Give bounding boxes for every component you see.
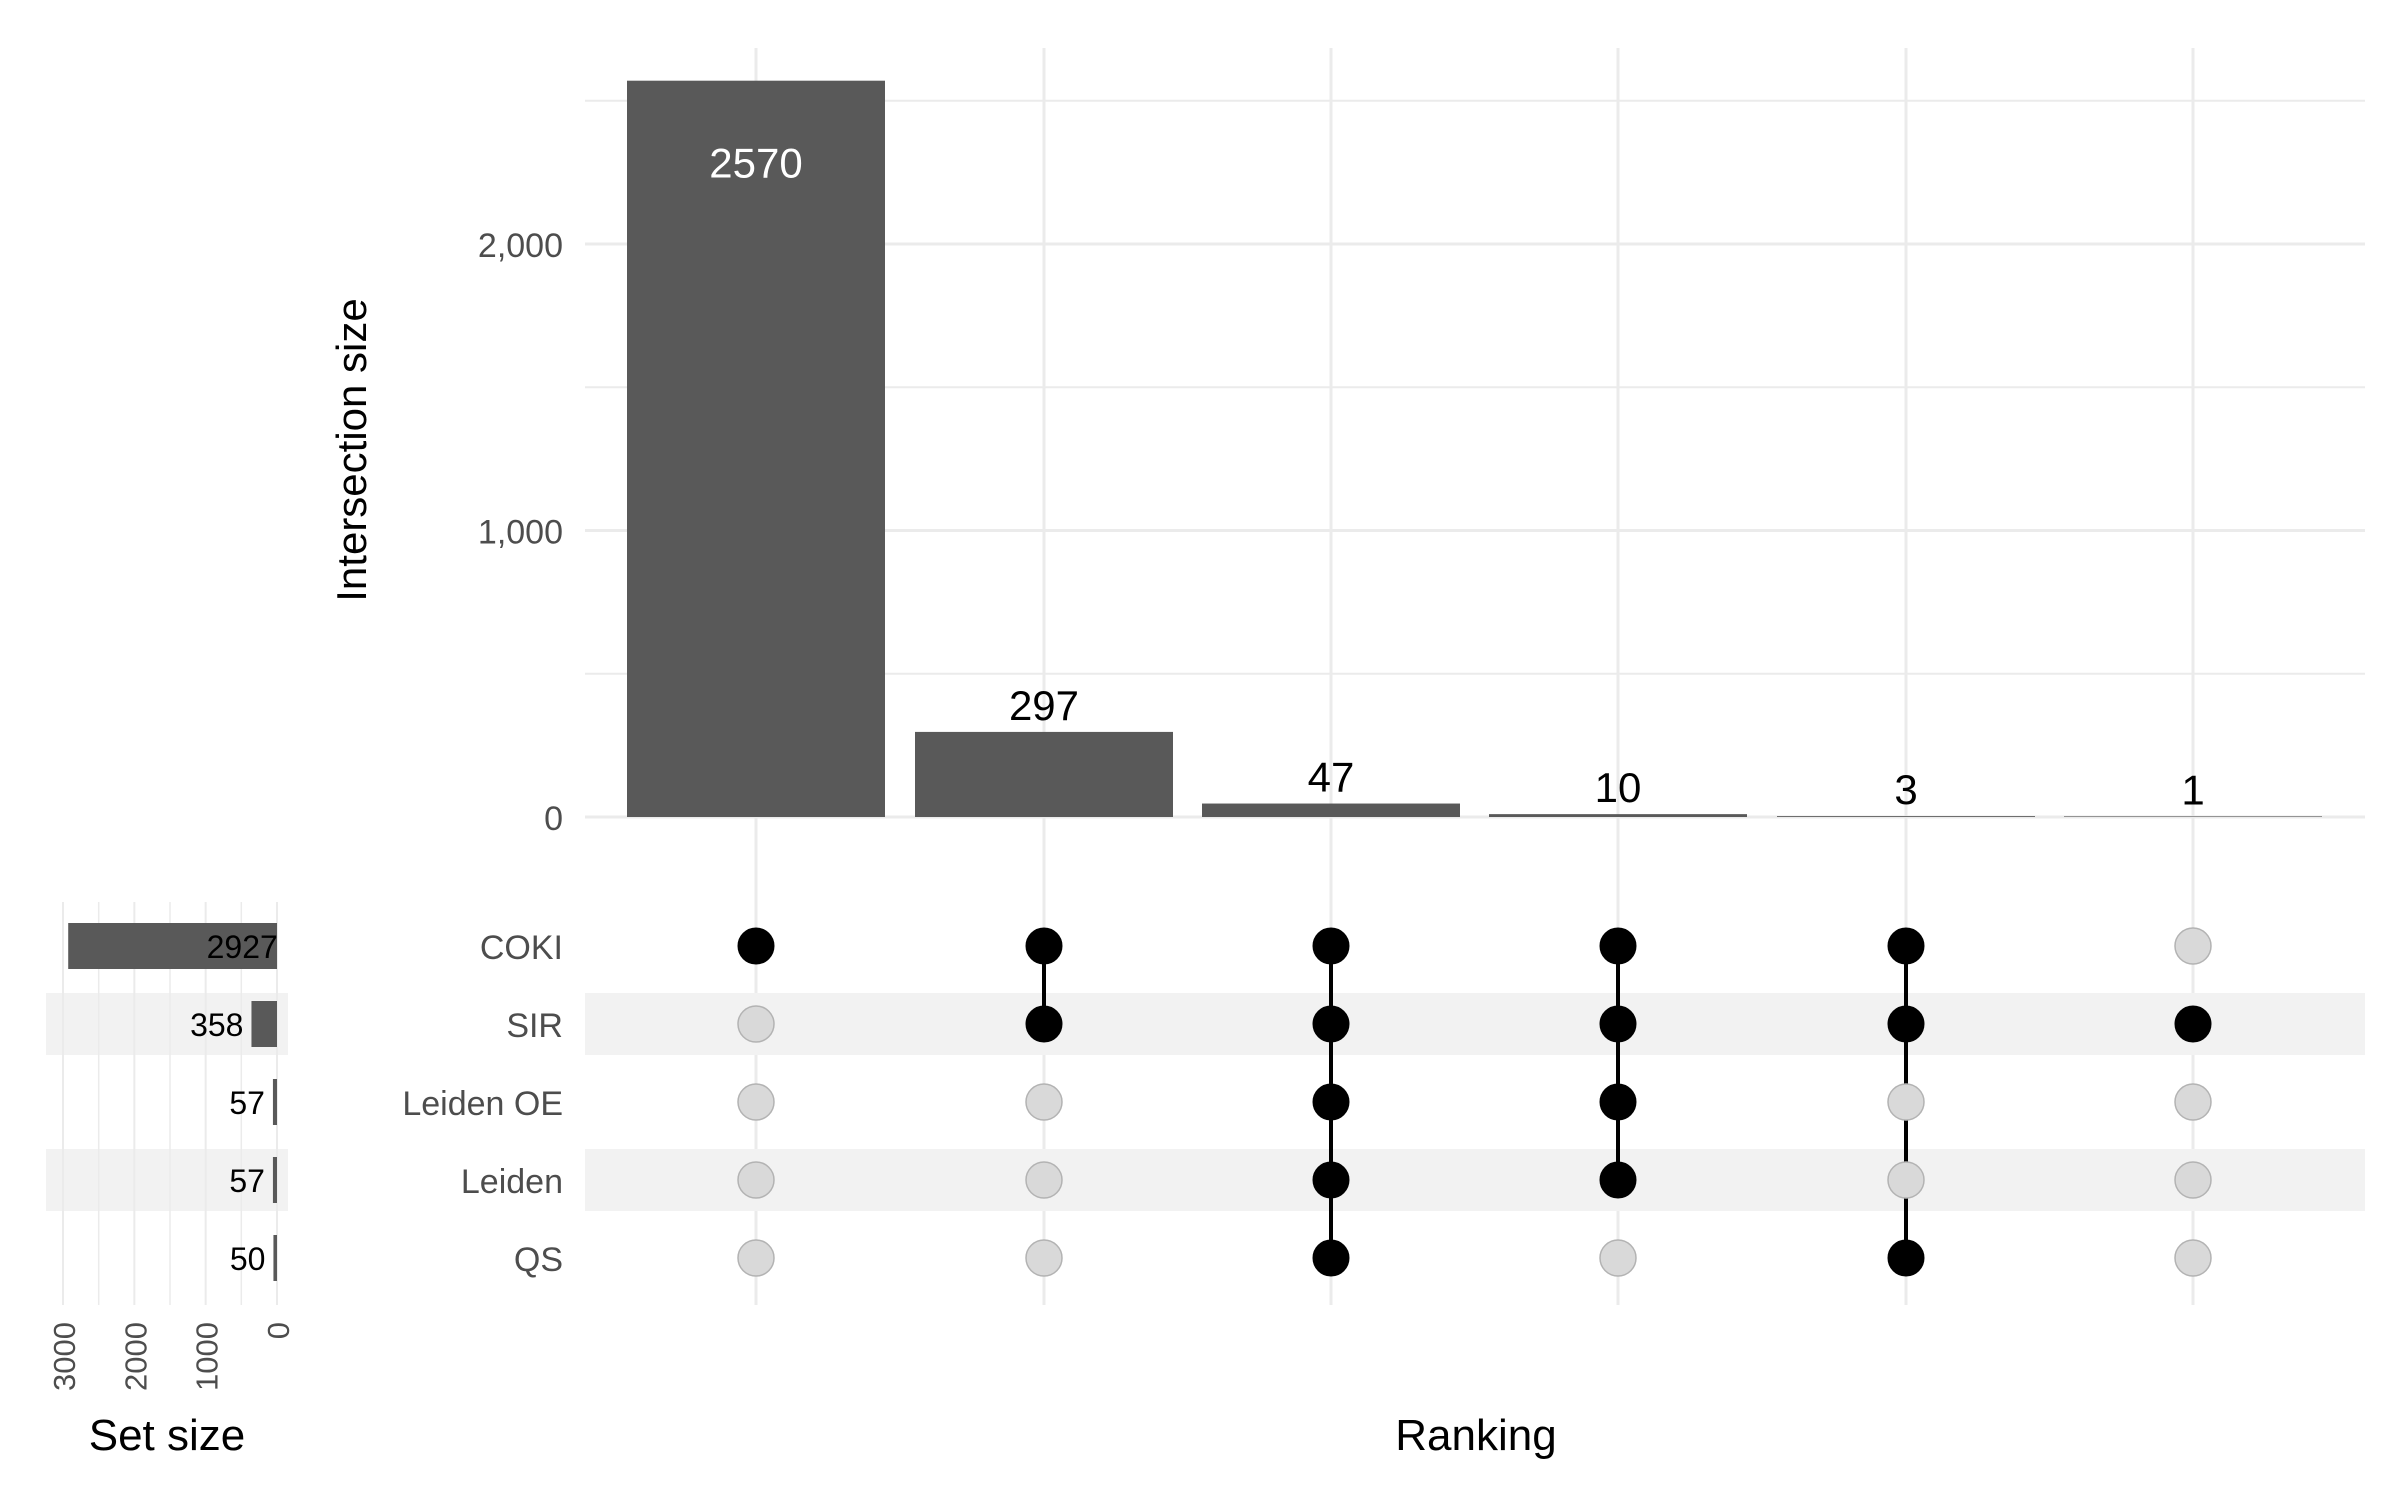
matrix-dot-filled [1312,927,1350,965]
x-axis-label: Ranking [1395,1411,1556,1460]
matrix-dot-filled [737,927,775,965]
matrix-dot-filled [1025,927,1063,965]
set-size-value-label: 2927 [207,929,278,965]
bar-value-label: 2570 [709,140,802,187]
intersection-bar [915,731,1173,817]
matrix-dot-filled [1599,1083,1637,1121]
matrix-dot-filled [1312,1239,1350,1277]
matrix-dot-empty [1025,1161,1063,1199]
matrix-dot-filled [1599,1161,1637,1199]
matrix-dot-empty [737,1005,775,1043]
intersection-matrix: COKI SIR Leiden OE Leiden QS [402,927,2212,1279]
set-name-label: Leiden OE [402,1085,563,1123]
set-size-bar [251,1001,277,1047]
set-size-tick-label: 1000 [190,1322,225,1391]
matrix-dot-filled [1887,927,1925,965]
matrix-dot-filled [1887,1239,1925,1277]
set-size-tick-label: 2000 [118,1322,153,1391]
matrix-dot-empty [1025,1239,1063,1277]
intersection-bar [1777,816,2035,817]
y-axis-label: Intersection size [328,298,375,601]
matrix-dot-empty [737,1239,775,1277]
matrix-dot-empty [1599,1239,1637,1277]
chart-labels: Intersection size Ranking Set size [89,298,1557,1460]
set-size-bar [272,1079,277,1125]
set-size-value-label: 57 [229,1163,265,1199]
set-size-tick-label: 0 [261,1322,296,1339]
set-size-bar [68,923,277,969]
matrix-dot-filled [1312,1005,1350,1043]
matrix-dot-empty [737,1161,775,1199]
intersection-bar [627,80,885,817]
set-size-axis-label: Set size [89,1411,246,1460]
set-size-row-stripe [46,1149,288,1211]
set-size-value-label: 57 [229,1085,265,1121]
set-size-tick-label: 3000 [47,1322,82,1391]
set-size-value-label: 50 [230,1241,266,1277]
matrix-dot-filled [1312,1161,1350,1199]
matrix-dot-empty [1887,1083,1925,1121]
y-tick-label: 0 [544,800,563,838]
set-name-label: QS [514,1241,563,1279]
matrix-dot-filled [1312,1083,1350,1121]
matrix-dot-empty [2174,1239,2212,1277]
bar-value-label: 1 [2181,767,2204,814]
set-size-bars: 2927 358 57 57 50 3000 2000 1000 0 [47,902,296,1391]
intersection-bar [1489,814,1747,817]
set-name-label: Leiden [461,1163,563,1201]
bar-value-label: 47 [1308,754,1355,801]
bar-value-label: 3 [1894,766,1917,813]
row-stripes [46,993,2365,1211]
matrix-dot-empty [2174,1083,2212,1121]
set-name-label: COKI [480,929,563,967]
matrix-dot-filled [2174,1005,2212,1043]
matrix-dot-empty [2174,1161,2212,1199]
matrix-row-stripe [585,993,2365,1055]
matrix-dot-empty [737,1083,775,1121]
matrix-dot-filled [1599,927,1637,965]
set-size-bar [272,1157,277,1203]
intersection-bar [2064,816,2322,817]
matrix-dot-empty [1887,1161,1925,1199]
bar-value-label: 297 [1009,682,1079,729]
matrix-row-stripe [585,1149,2365,1211]
set-size-row-stripe [46,993,288,1055]
matrix-dot-filled [1599,1005,1637,1043]
bar-value-label: 10 [1595,764,1642,811]
y-tick-label: 2,000 [478,227,563,265]
set-size-bar [273,1235,277,1281]
set-name-label: SIR [506,1007,563,1045]
matrix-dot-filled [1887,1005,1925,1043]
matrix-dot-empty [2174,927,2212,965]
matrix-dot-empty [1025,1083,1063,1121]
intersection-bars: 2570 297 47 10 3 1 [627,80,2322,817]
set-size-value-label: 358 [190,1007,243,1043]
y-tick-label: 1,000 [478,514,563,552]
matrix-dot-filled [1025,1005,1063,1043]
intersection-bar [1202,803,1460,817]
